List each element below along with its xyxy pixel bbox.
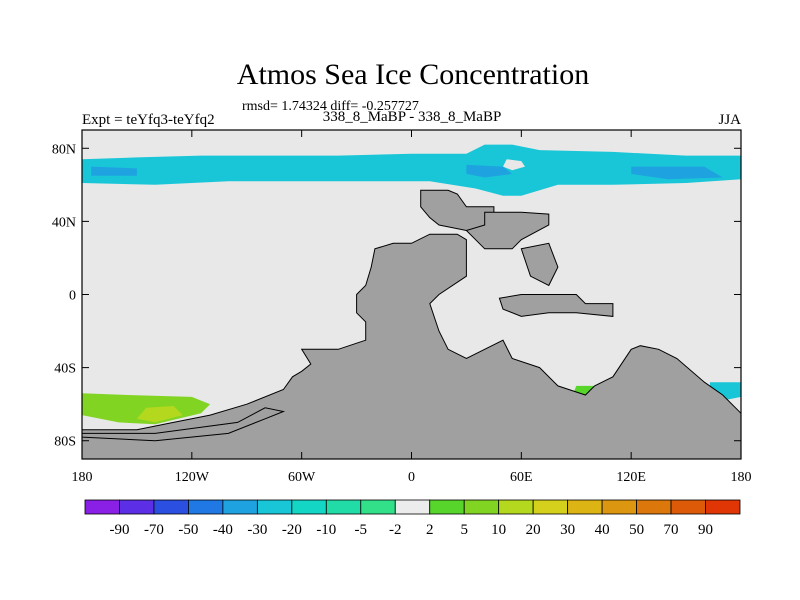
colorbar-swatch	[636, 499, 672, 515]
y-tick-label: 80S	[54, 435, 76, 450]
colorbar-swatch	[429, 499, 465, 515]
colorbar-label: 70	[664, 522, 679, 538]
colorbar-swatch	[188, 499, 224, 515]
colorbar-swatch	[705, 499, 741, 515]
colorbar: -90 -70 -50 -40 -30 -20 -10 -5 -2 2 5 10 20 30 40 50 70 9…	[84, 499, 741, 538]
region-arctic-band-west	[82, 144, 741, 196]
region-arctic-band-core	[91, 166, 137, 176]
y-tick-label: 40S	[54, 362, 76, 377]
colorbar-label: -20	[282, 522, 302, 538]
colorbar-label: -50	[178, 522, 198, 538]
land-southeast-asia	[498, 294, 614, 317]
colorbar-swatch	[222, 499, 258, 515]
colorbar-label: 90	[698, 522, 713, 538]
season-label: JJA	[718, 112, 741, 128]
colorbar-label: -5	[355, 522, 368, 538]
colorbar-label: 50	[629, 522, 644, 538]
colorbar-label: 5	[460, 522, 468, 538]
region-antarctic-positive-core	[136, 406, 183, 423]
x-tick-label: 0	[408, 470, 415, 485]
colorbar-swatch	[119, 499, 155, 515]
land-antarctic-peninsula-strip	[82, 407, 286, 442]
x-tick-label: 60E	[510, 470, 533, 485]
colorbar-label: 30	[560, 522, 575, 538]
land-mask	[82, 189, 741, 459]
region-arctic-hole	[503, 159, 525, 171]
colorbar-swatch	[670, 499, 706, 515]
chart-title: Atmos Sea Ice Concentration	[237, 58, 589, 91]
y-tick-label: 0	[69, 289, 76, 304]
colorbar-swatch	[84, 499, 120, 515]
colorbar-swatch	[325, 499, 362, 515]
colorbar-label: 20	[526, 522, 541, 538]
colorbar-swatch	[394, 499, 431, 515]
colorbar-swatch	[256, 499, 293, 515]
x-tick-label: 180	[731, 470, 752, 485]
land-india-island	[520, 242, 559, 287]
experiment-label: Expt = teYfq3-teYfq2	[82, 112, 215, 128]
colorbar-label: 40	[595, 522, 610, 538]
colorbar-swatch	[532, 499, 569, 515]
region-arctic-band-core	[631, 166, 723, 180]
colorbar-label: -70	[144, 522, 164, 538]
land-asia-block	[465, 211, 550, 250]
colorbar-label: -40	[213, 522, 233, 538]
period-label: 338_8_MaBP - 338_8_MaBP	[323, 109, 502, 125]
region-arctic-band-core	[466, 164, 513, 178]
colorbar-swatch	[567, 499, 603, 515]
x-tick-label: 120W	[175, 470, 210, 485]
colorbar-label: -30	[247, 522, 267, 538]
colorbar-label: 10	[491, 522, 506, 538]
colorbar-swatch	[463, 499, 500, 515]
colorbar-swatch	[153, 499, 189, 515]
colorbar-label: -2	[389, 522, 402, 538]
colorbar-label: 2	[426, 522, 434, 538]
x-tick-label: 120E	[616, 470, 646, 485]
stats-line: rmsd= 1.74324 diff= -0.257727	[242, 99, 419, 114]
y-tick-label: 80N	[52, 142, 76, 157]
colorbar-swatch	[291, 499, 327, 515]
colorbar-label: -10	[316, 522, 336, 538]
colorbar-label: -90	[109, 522, 129, 538]
concentration-regions	[82, 144, 741, 425]
x-tick-label: 180	[72, 470, 93, 485]
colorbar-swatch	[498, 499, 534, 515]
colorbar-swatch	[360, 499, 396, 515]
land-antarctica-and-africa	[82, 233, 741, 459]
axes: 180 120W 60W 0 60E 120E 180 80N 40N 0 40S 80S	[52, 130, 752, 485]
y-tick-label: 40N	[52, 215, 76, 230]
x-tick-label: 60W	[288, 470, 316, 485]
colorbar-swatch	[601, 499, 637, 515]
